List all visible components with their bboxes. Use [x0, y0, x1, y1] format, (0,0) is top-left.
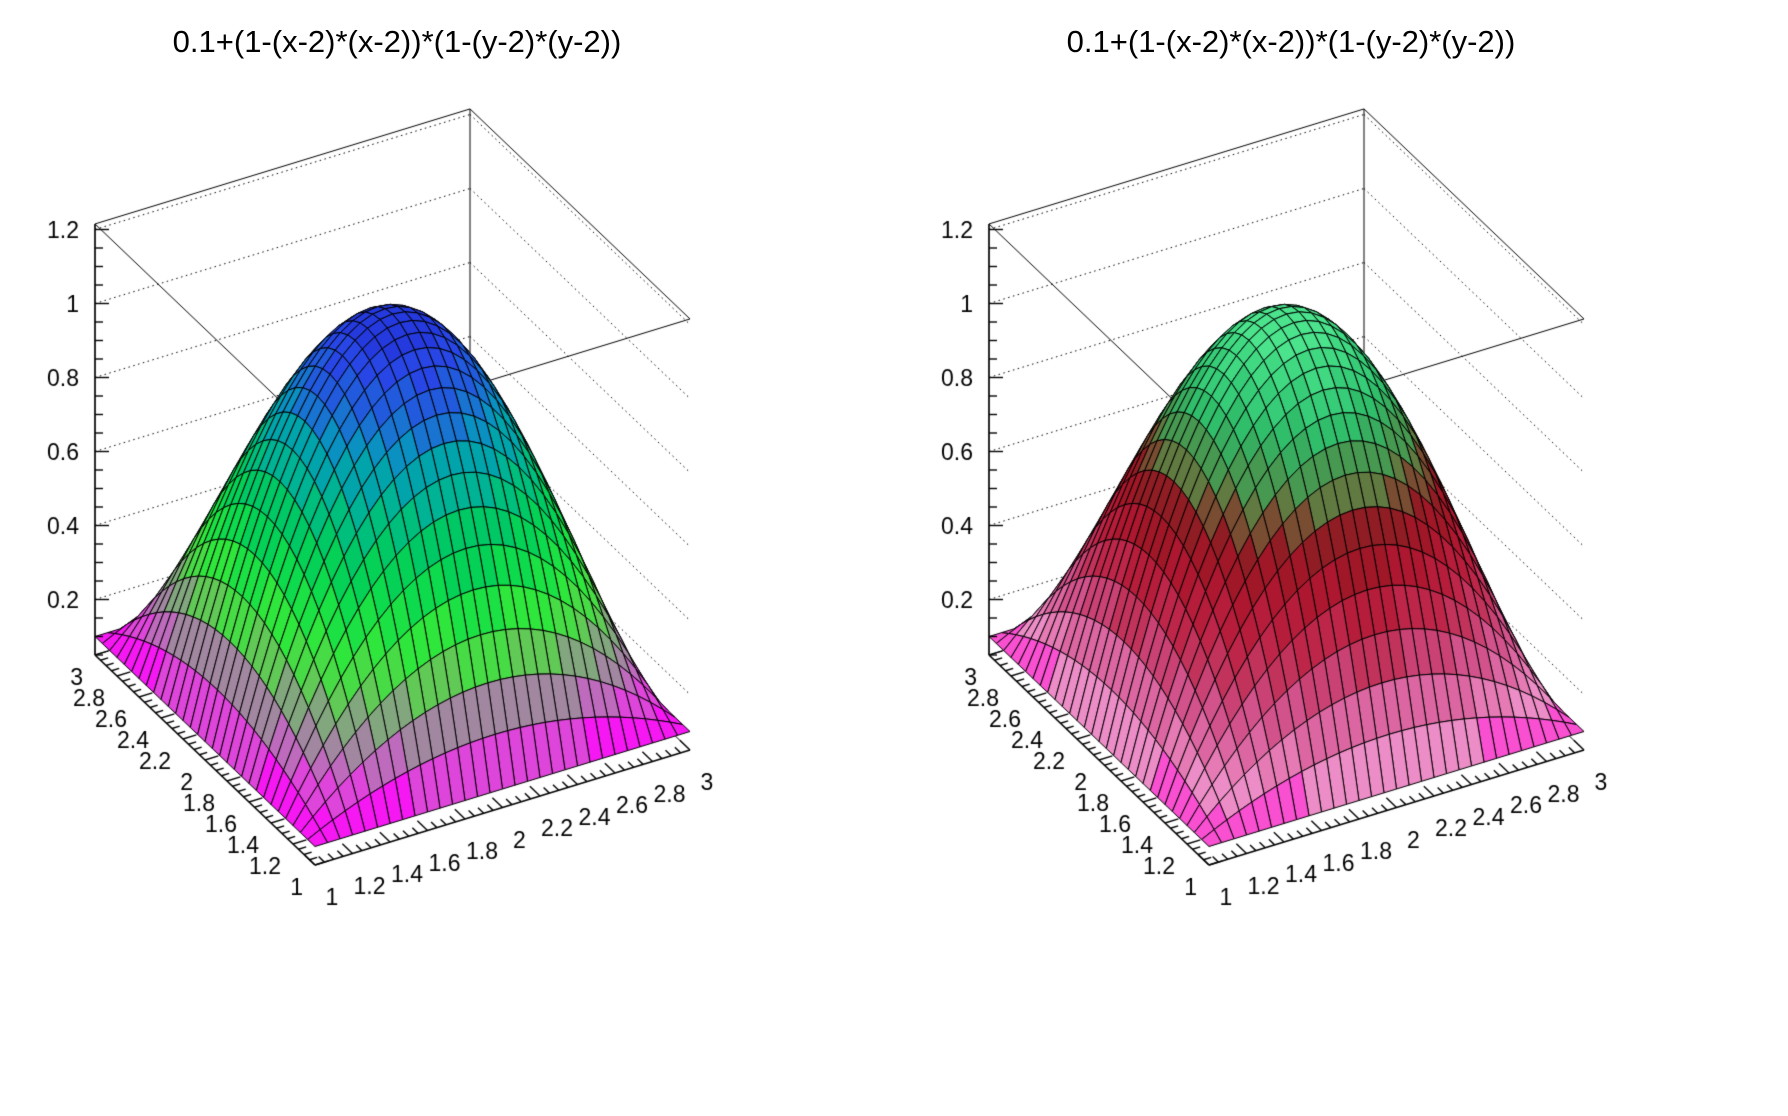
plot-title-right: 0.1+(1-(x-2)*(x-2))*(1-(y-2)*(y-2)) [1066, 24, 1516, 59]
surface-plot-panel-right: 0.1+(1-(x-2)*(x-2))*(1-(y-2)*(y-2)) [894, 0, 1788, 1116]
plot-title-left: 0.1+(1-(x-2)*(x-2))*(1-(y-2)*(y-2)) [172, 24, 622, 59]
surface-plot-panel-left: 0.1+(1-(x-2)*(x-2))*(1-(y-2)*(y-2)) [0, 0, 894, 1116]
surface-plot-canvas-left[interactable] [0, 0, 894, 1116]
surface-plot-canvas-right[interactable] [894, 0, 1788, 1116]
